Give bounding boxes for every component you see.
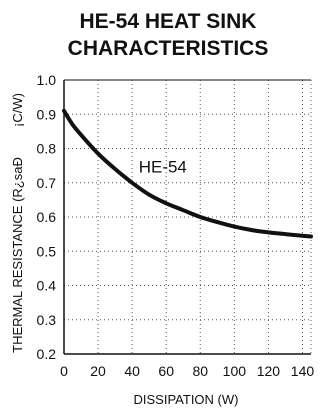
y-tick-label: 1.0 <box>37 72 57 88</box>
x-tick-label: 60 <box>158 363 174 379</box>
x-tick-label: 140 <box>291 363 315 379</box>
x-tick-labels: 0 20 40 60 80 100 120 140 <box>60 363 314 379</box>
x-tick-label: 20 <box>90 363 106 379</box>
plot-frame <box>63 79 312 355</box>
x-tick-label: 120 <box>257 363 281 379</box>
y-tick-label: 0.3 <box>37 312 57 328</box>
y-tick-label: 0.7 <box>37 175 57 191</box>
series-line-he-54 <box>62 108 313 239</box>
y-tick-label: 0.6 <box>37 209 57 225</box>
y-tick-labels: 0.2 0.3 0.4 0.5 0.6 0.7 0.8 0.9 1.0 <box>37 72 57 362</box>
series-layer <box>62 108 313 239</box>
chart-title-line-2: CHARACTERISTICS <box>68 37 269 60</box>
y-tick-label: 0.9 <box>37 106 57 122</box>
grid-lines <box>64 80 311 354</box>
chart-title-line-1: HE-54 HEAT SINK <box>80 10 257 33</box>
x-tick-label: 40 <box>124 363 140 379</box>
y-tick-label: 0.8 <box>37 141 57 157</box>
y-axis-unit: ¡C/W) <box>10 93 25 127</box>
y-axis-title: THERMAL RESISTANCE (R¿saÐ <box>10 157 25 353</box>
y-tick-label: 0.4 <box>37 278 57 294</box>
x-tick-label: 80 <box>192 363 208 379</box>
x-tick-label: 0 <box>60 363 68 379</box>
series-label-he-54: HE-54 <box>139 157 187 176</box>
x-axis-title: DISSIPATION (W) <box>134 392 239 407</box>
annotations: HE-54 <box>139 157 187 176</box>
y-tick-label: 0.2 <box>37 346 57 362</box>
x-tick-label: 100 <box>223 363 247 379</box>
y-tick-label: 0.5 <box>37 243 57 259</box>
